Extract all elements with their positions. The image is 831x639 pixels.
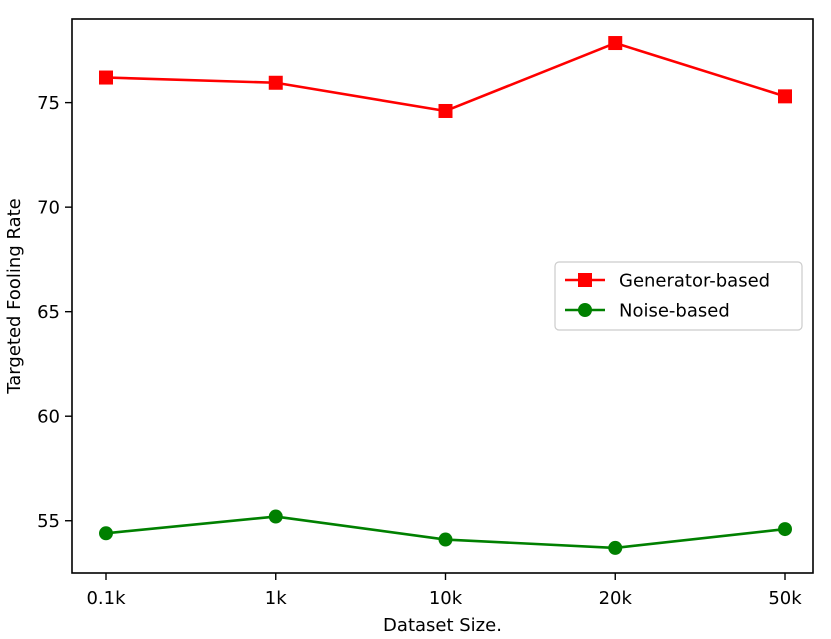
y-tick-label-3: 65 <box>37 302 60 323</box>
legend-marker-1 <box>578 273 592 287</box>
data-point-series-2-3 <box>438 532 453 547</box>
data-point-series-2-4 <box>608 540 623 555</box>
legend-marker-2 <box>578 303 592 317</box>
x-tick-label-5: 50k <box>768 588 802 609</box>
data-point-series-1-5 <box>778 89 792 104</box>
x-tick-label-4: 20k <box>599 588 633 609</box>
legend-label-1: Generator-based <box>619 271 770 292</box>
y-tick-label-4: 70 <box>37 198 60 219</box>
x-tick-label-1: 0.1k <box>86 588 126 609</box>
data-point-series-1-1 <box>99 70 113 85</box>
series-line-1 <box>104 41 787 113</box>
y-tick-label-2: 60 <box>37 407 60 428</box>
axes-layer: 0.1k 1k 10k 20k 50k 55 60 65 70 75 <box>37 18 814 609</box>
x-tick-label-2: 1k <box>265 588 287 609</box>
y-axis-label: Targeted Fooling Rate <box>4 198 25 394</box>
data-point-series-1-4 <box>608 36 623 51</box>
plot-frame <box>71 18 814 574</box>
legend-box <box>554 261 803 331</box>
legend-label-2: Noise-based <box>619 301 730 322</box>
y-tick-label-1: 55 <box>37 511 60 532</box>
data-point-series-1-2 <box>268 75 283 90</box>
data-point-series-2-5 <box>778 522 792 537</box>
y-tick-label-5: 75 <box>37 93 60 114</box>
data-point-series-2-2 <box>268 509 283 524</box>
plot-layer <box>99 36 792 555</box>
data-point-series-2-1 <box>99 526 113 541</box>
legend: Generator-based Noise-based <box>554 261 803 331</box>
data-point-series-1-3 <box>438 103 453 118</box>
x-tick-label-3: 10k <box>429 588 463 609</box>
x-axis-label: Dataset Size. <box>383 615 502 636</box>
